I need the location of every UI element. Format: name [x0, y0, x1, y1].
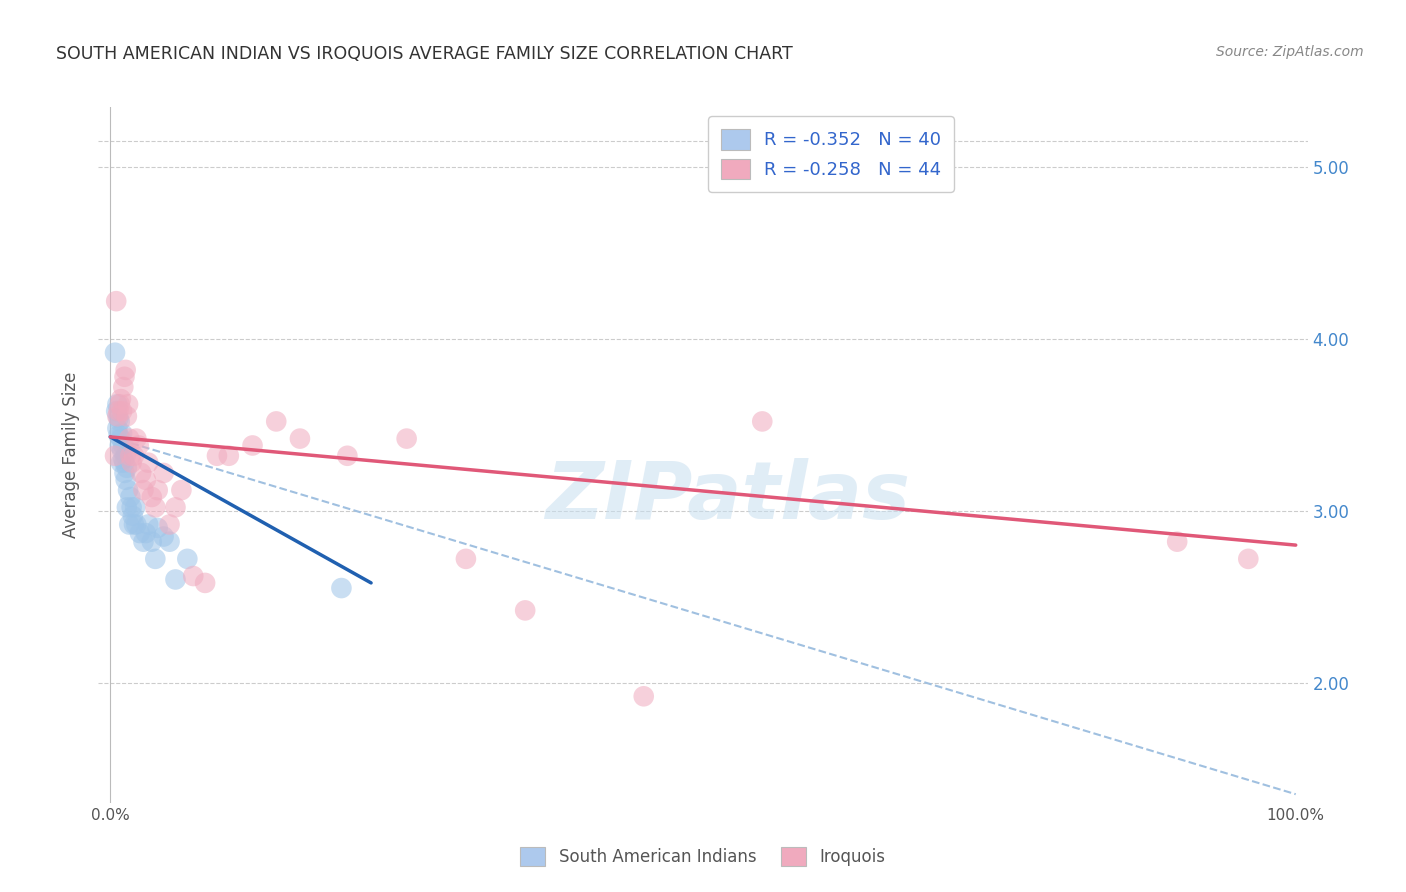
Point: [118, 517, 141, 532]
Point: [170, 483, 193, 497]
Point: [146, 483, 169, 497]
Point: [141, 534, 163, 549]
Point: [108, 397, 131, 411]
Point: [136, 456, 159, 470]
Point: [114, 456, 136, 470]
Point: [117, 397, 139, 411]
Point: [515, 603, 537, 617]
Point: [129, 466, 152, 480]
Point: [108, 414, 131, 428]
Point: [107, 411, 129, 425]
Point: [194, 575, 217, 590]
Point: [112, 380, 135, 394]
Point: [143, 500, 166, 515]
Point: [105, 421, 128, 435]
Point: [114, 449, 136, 463]
Point: [205, 449, 228, 463]
Point: [136, 517, 159, 532]
Point: [111, 443, 134, 458]
Point: [105, 294, 128, 309]
Point: [117, 483, 139, 497]
Point: [115, 460, 138, 475]
Point: [105, 397, 128, 411]
Point: [751, 414, 773, 428]
Point: [633, 690, 655, 704]
Point: [112, 452, 135, 467]
Point: [288, 432, 311, 446]
Point: [264, 414, 287, 428]
Point: [218, 449, 240, 463]
Point: [114, 369, 136, 384]
Point: [114, 466, 136, 480]
Point: [336, 449, 359, 463]
Text: ZIPatlas: ZIPatlas: [544, 458, 910, 536]
Y-axis label: Average Family Size: Average Family Size: [62, 372, 80, 538]
Point: [181, 569, 204, 583]
Point: [111, 426, 134, 441]
Point: [128, 438, 150, 452]
Point: [454, 552, 477, 566]
Point: [112, 438, 135, 452]
Point: [159, 517, 181, 532]
Point: [159, 534, 181, 549]
Point: [146, 521, 169, 535]
Point: [110, 456, 132, 470]
Point: [125, 517, 148, 532]
Point: [104, 345, 127, 359]
Point: [110, 392, 132, 406]
Point: [242, 438, 264, 452]
Point: [121, 456, 143, 470]
Point: [165, 500, 187, 515]
Text: Source: ZipAtlas.com: Source: ZipAtlas.com: [1216, 45, 1364, 59]
Point: [105, 409, 128, 424]
Point: [118, 432, 141, 446]
Point: [129, 526, 152, 541]
Point: [132, 534, 155, 549]
Point: [120, 449, 142, 463]
Point: [107, 404, 129, 418]
Point: [124, 500, 146, 515]
Point: [135, 526, 157, 541]
Point: [111, 404, 134, 418]
Text: SOUTH AMERICAN INDIAN VS IROQUOIS AVERAGE FAMILY SIZE CORRELATION CHART: SOUTH AMERICAN INDIAN VS IROQUOIS AVERAG…: [56, 45, 793, 62]
Point: [152, 529, 174, 543]
Point: [104, 449, 127, 463]
Point: [114, 473, 136, 487]
Point: [110, 432, 132, 446]
Point: [105, 404, 128, 418]
Point: [165, 573, 187, 587]
Point: [107, 428, 129, 442]
Point: [176, 552, 198, 566]
Point: [141, 490, 163, 504]
Point: [152, 466, 174, 480]
Legend: South American Indians, Iroquois: South American Indians, Iroquois: [512, 838, 894, 874]
Point: [132, 483, 155, 497]
Point: [121, 500, 143, 515]
Point: [1166, 534, 1188, 549]
Point: [115, 409, 138, 424]
Point: [122, 449, 145, 463]
Point: [1237, 552, 1260, 566]
Point: [143, 552, 166, 566]
Point: [395, 432, 418, 446]
Point: [125, 432, 148, 446]
Point: [115, 500, 138, 515]
Point: [120, 490, 142, 504]
Point: [330, 581, 353, 595]
Point: [122, 517, 145, 532]
Point: [121, 508, 143, 523]
Point: [114, 363, 136, 377]
Point: [108, 438, 131, 452]
Point: [135, 473, 157, 487]
